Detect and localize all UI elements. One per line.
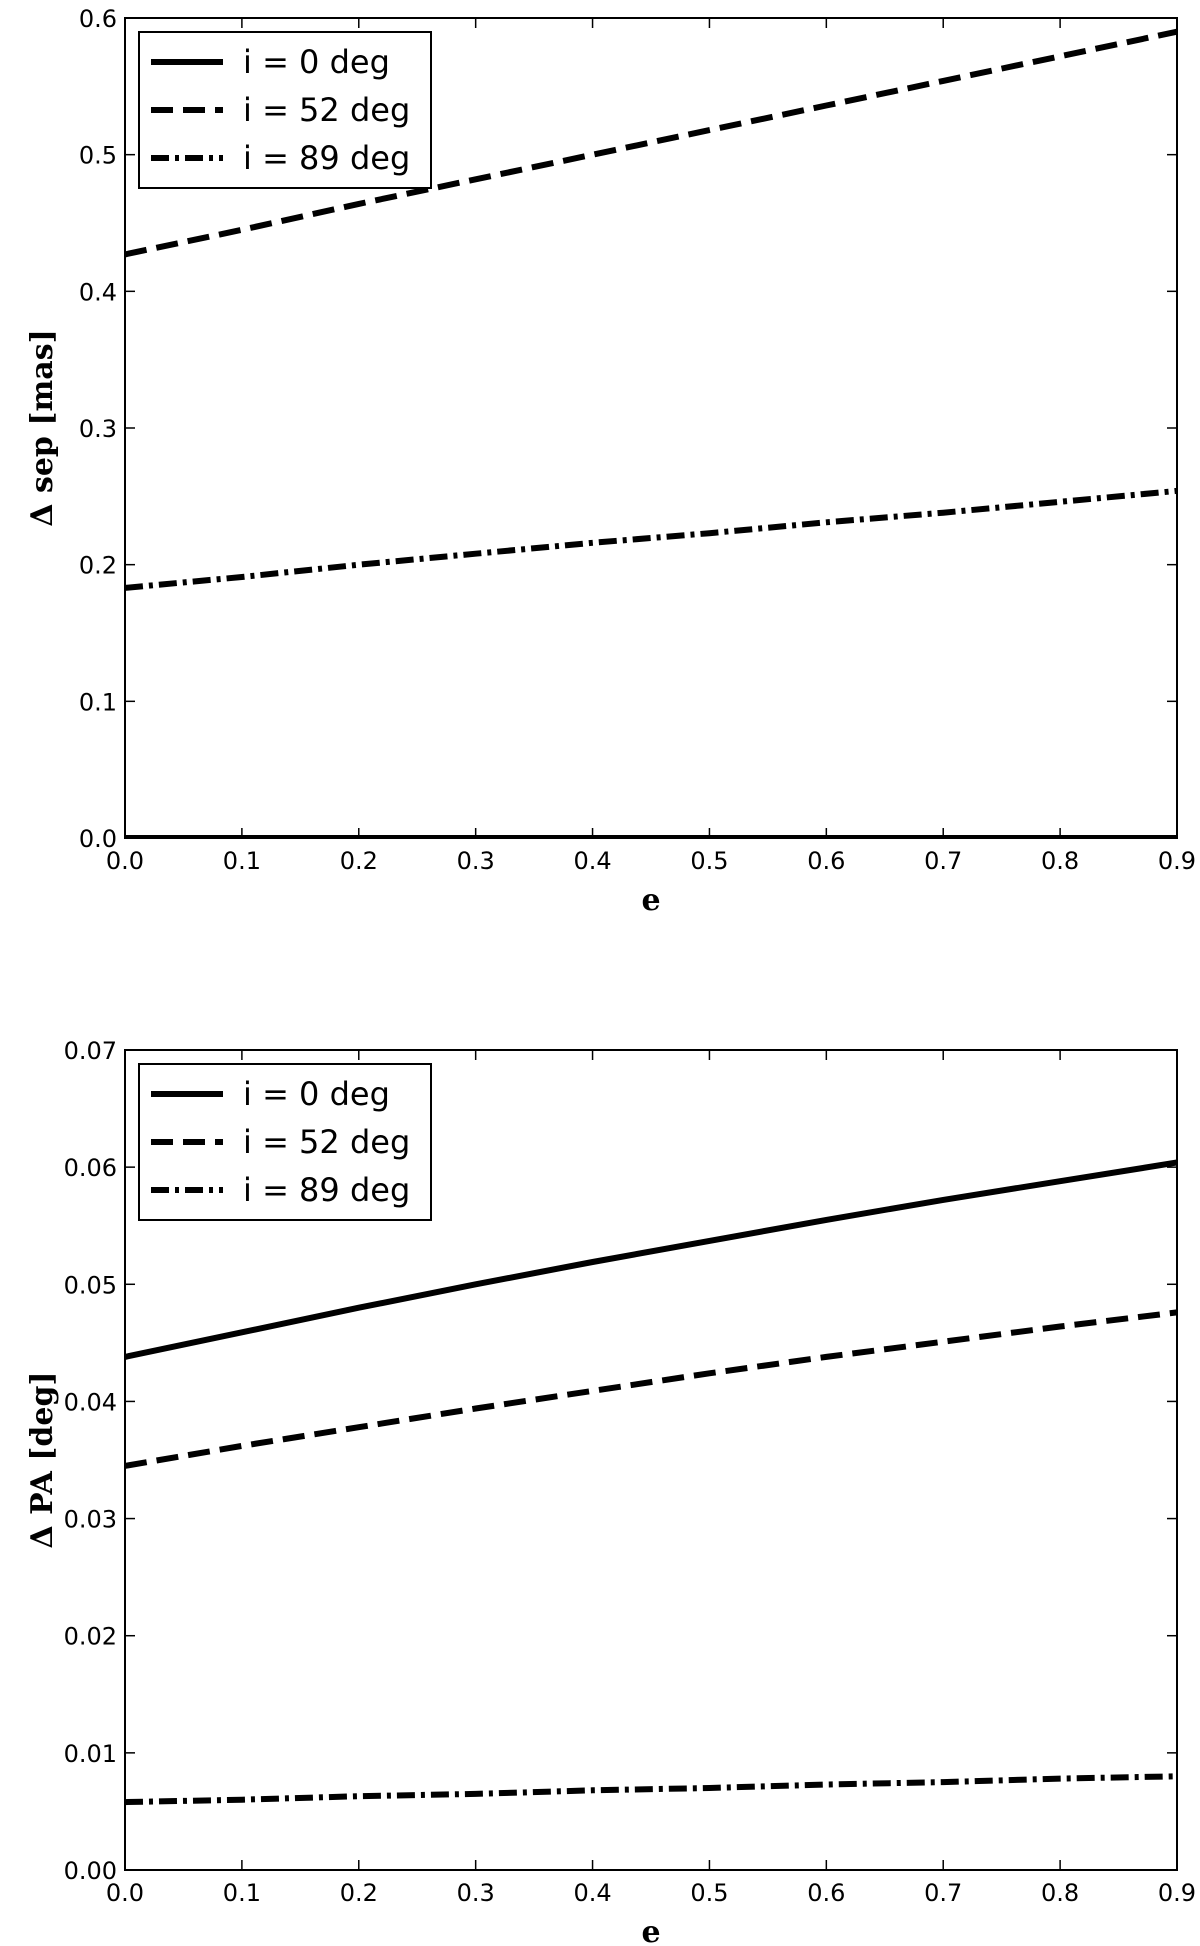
x-tick-label: 0.5: [690, 847, 728, 875]
x-tick-label: 0.1: [223, 1879, 261, 1907]
y-tick-label: 0.01: [64, 1740, 117, 1768]
x-axis-label: e: [641, 1915, 660, 1946]
y-tick-label: 0.1: [79, 688, 117, 716]
x-tick-label: 0.7: [924, 847, 962, 875]
x-tick-label: 0.0: [106, 1879, 144, 1907]
legend-entry-i-52-deg: i = 52 deg: [243, 1123, 410, 1161]
x-tick-label: 0.6: [807, 1879, 845, 1907]
x-tick-label: 0.8: [1041, 847, 1079, 875]
y-tick-label: 0.3: [79, 415, 117, 443]
y-tick-label: 0.02: [64, 1623, 117, 1651]
y-tick-label: 0.05: [64, 1271, 117, 1299]
legend-entry-i-89-deg: i = 89 deg: [243, 1171, 410, 1209]
x-tick-label: 0.6: [807, 847, 845, 875]
x-tick-label: 0.3: [457, 847, 495, 875]
y-tick-label: 0.5: [79, 142, 117, 170]
y-tick-label: 0.4: [79, 278, 117, 306]
x-tick-label: 0.3: [457, 1879, 495, 1907]
x-axis-label: e: [641, 883, 660, 918]
series-line-i-89-deg: [125, 1773, 1177, 1806]
legend: i = 0 deg i = 52 deg i = 89 deg: [138, 1063, 432, 1221]
legend-entry-i-0-deg: i = 0 deg: [243, 1075, 390, 1113]
x-tick-label: 0.0: [106, 847, 144, 875]
y-tick-label: 0.03: [64, 1506, 117, 1534]
x-tick-label: 0.5: [690, 1879, 728, 1907]
x-tick-label: 0.2: [340, 847, 378, 875]
y-tick-label: 0.06: [64, 1154, 117, 1182]
legend-entry-i-89-deg: i = 89 deg: [243, 139, 410, 177]
series-line-i-0-deg: [125, 1159, 1177, 1360]
x-tick-label: 0.8: [1041, 1879, 1079, 1907]
plot-frame: [124, 1049, 1178, 1871]
x-tick-label: 0.2: [340, 1879, 378, 1907]
series-line-i-52-deg: [125, 1309, 1177, 1469]
x-tick-label: 0.7: [924, 1879, 962, 1907]
series-line-i-89-deg: [125, 487, 1177, 591]
y-tick-label: 0.04: [64, 1388, 117, 1416]
legend-entry-i-52-deg: i = 52 deg: [243, 91, 410, 129]
x-tick-label: 0.4: [573, 847, 611, 875]
y-axis-label: Δ sep [mas]: [25, 329, 60, 527]
legend-entry-i-0-deg: i = 0 deg: [243, 43, 390, 81]
chart-delta-pa: 0.0 0.1 0.2 0.3 0.4 0.5 0.6 0.7 0.8 0.9 0.00 0.01 0.…: [25, 1037, 1196, 1946]
y-tick-label: 0.00: [64, 1857, 117, 1885]
x-tick-label: 0.9: [1158, 847, 1196, 875]
y-tick-label: 0.2: [79, 552, 117, 580]
y-tick-label: 0.6: [79, 5, 117, 33]
legend: i = 0 deg i = 52 deg i = 89 deg: [138, 31, 432, 189]
y-tick-label: 0.0: [79, 825, 117, 853]
x-tick-label: 0.1: [223, 847, 261, 875]
y-tick-label: 0.07: [64, 1037, 117, 1065]
x-tick-label: 0.4: [573, 1879, 611, 1907]
series-group: [125, 28, 1177, 838]
series-line-i-52-deg: [125, 28, 1177, 258]
y-axis-label: Δ PA [deg]: [25, 1371, 60, 1548]
series-group: [125, 1159, 1177, 1806]
x-tick-label: 0.9: [1158, 1879, 1196, 1907]
chart-delta-sep: 0.0 0.1 0.2 0.3 0.4 0.5 0.6 0.7 0.8 0.9 0.0 0.1 0.2 0…: [25, 5, 1196, 918]
